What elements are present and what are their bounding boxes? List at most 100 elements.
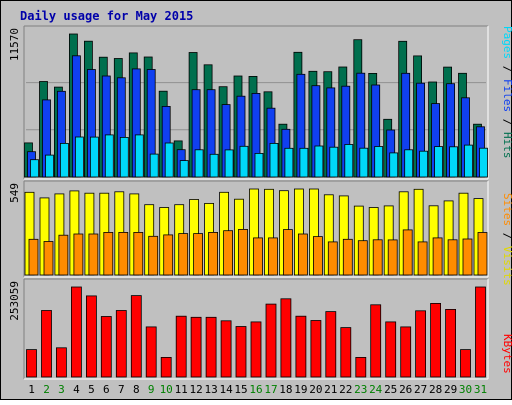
x-tick-label-14: 14 [219, 383, 233, 396]
legend-separator: / [501, 226, 512, 246]
x-tick-label-30: 30 [459, 383, 472, 396]
bar-kbytes-4 [71, 286, 82, 378]
x-tick-label-23: 23 [354, 383, 367, 396]
bar-kbytes-11 [175, 315, 187, 378]
bar-kbytes-29 [445, 308, 457, 378]
bar-sites-13 [208, 231, 219, 276]
bar-pages-19 [299, 147, 309, 178]
x-tick-label-31: 31 [474, 383, 487, 396]
x-tick-label-22: 22 [339, 383, 352, 396]
bar-kbytes-8 [130, 295, 142, 378]
bar-kbytes-23 [355, 356, 367, 378]
x-tick-label-27: 27 [414, 383, 427, 396]
bar-kbytes-9 [145, 326, 157, 378]
bar-pages-25 [389, 152, 399, 178]
x-tick-label-9: 9 [148, 383, 155, 396]
bar-kbytes-25 [385, 321, 397, 378]
legend-item-hits: Hits [501, 132, 512, 159]
bar-pages-30 [464, 144, 473, 178]
legend-top: Pages / Files / Hits [501, 26, 512, 159]
bar-pages-18 [284, 147, 294, 178]
y-max-label-middle: 549 [8, 183, 21, 203]
x-tick-label-21: 21 [324, 383, 337, 396]
bar-sites-17 [268, 237, 278, 276]
bar-kbytes-18 [280, 298, 292, 378]
bar-pages-23 [359, 147, 369, 178]
x-tick-label-16: 16 [249, 383, 262, 396]
x-tick-label-10: 10 [160, 383, 173, 396]
bar-pages-4 [75, 136, 84, 178]
bar-pages-10 [164, 142, 174, 178]
bar-sites-15 [238, 228, 248, 276]
x-tick-label-20: 20 [309, 383, 322, 396]
bar-sites-22 [342, 238, 353, 276]
x-tick-label-24: 24 [369, 383, 383, 396]
bar-pages-28 [434, 146, 444, 178]
bar-pages-5 [90, 136, 99, 178]
bar-sites-27 [417, 241, 428, 276]
bar-kbytes-5 [86, 295, 97, 378]
bar-sites-12 [193, 233, 204, 276]
bar-kbytes-28 [430, 302, 442, 378]
bar-kbytes-30 [460, 349, 471, 378]
y-max-label-top: 11570 [8, 28, 21, 61]
bar-pages-8 [134, 134, 144, 178]
bar-pages-3 [60, 142, 69, 178]
bar-pages-24 [374, 146, 384, 178]
bar-kbytes-19 [295, 315, 307, 378]
legend-item-sites: Sites [501, 193, 512, 226]
bar-sites-29 [447, 239, 458, 276]
bar-pages-22 [344, 144, 354, 178]
bar-sites-14 [223, 230, 234, 276]
bar-pages-27 [419, 150, 429, 178]
bar-kbytes-31 [475, 286, 486, 378]
bar-pages-12 [194, 149, 204, 178]
bar-sites-26 [402, 229, 413, 276]
bar-kbytes-3 [56, 347, 67, 378]
panel-bottom: 253059 [8, 278, 489, 380]
x-tick-label-17: 17 [264, 383, 277, 396]
bar-kbytes-15 [235, 326, 247, 378]
bar-kbytes-2 [41, 310, 52, 378]
bar-pages-9 [149, 153, 159, 178]
bar-sites-5 [88, 233, 99, 276]
bar-sites-23 [357, 240, 368, 276]
bar-sites-9 [148, 235, 159, 276]
legend-separator: / [501, 59, 512, 79]
bar-sites-4 [73, 233, 84, 276]
legend-item-kbytes: KBytes [501, 334, 512, 374]
bar-sites-25 [387, 239, 398, 276]
y-max-label-bottom: 253059 [8, 281, 21, 321]
bar-pages-16 [254, 152, 264, 178]
x-tick-label-28: 28 [429, 383, 442, 396]
bar-sites-19 [297, 233, 308, 276]
bar-kbytes-17 [265, 303, 277, 378]
bar-sites-10 [163, 234, 174, 276]
bar-pages-20 [314, 145, 324, 178]
bar-sites-11 [178, 233, 189, 276]
x-tick-label-8: 8 [133, 383, 140, 396]
x-tick-label-5: 5 [88, 383, 95, 396]
x-tick-label-29: 29 [444, 383, 457, 396]
chart-panels: 11570 549 253059 [8, 25, 489, 380]
bar-pages-21 [329, 146, 339, 178]
bar-kbytes-14 [220, 320, 232, 378]
x-tick-label-11: 11 [175, 383, 188, 396]
bar-pages-31 [479, 147, 488, 178]
bar-kbytes-10 [160, 356, 172, 378]
bar-sites-21 [327, 241, 338, 276]
bar-sites-28 [432, 237, 443, 276]
bar-sites-3 [58, 234, 69, 276]
bar-pages-2 [45, 154, 54, 178]
legend-bottom: KBytes [501, 334, 512, 374]
bar-sites-7 [118, 231, 129, 276]
bar-sites-18 [282, 229, 293, 276]
bar-kbytes-24 [370, 304, 382, 378]
x-tick-label-4: 4 [73, 383, 80, 396]
x-tick-label-25: 25 [384, 383, 397, 396]
bar-sites-30 [462, 238, 473, 276]
x-tick-label-1: 1 [28, 383, 35, 396]
panel-top: 11570 [8, 25, 489, 180]
